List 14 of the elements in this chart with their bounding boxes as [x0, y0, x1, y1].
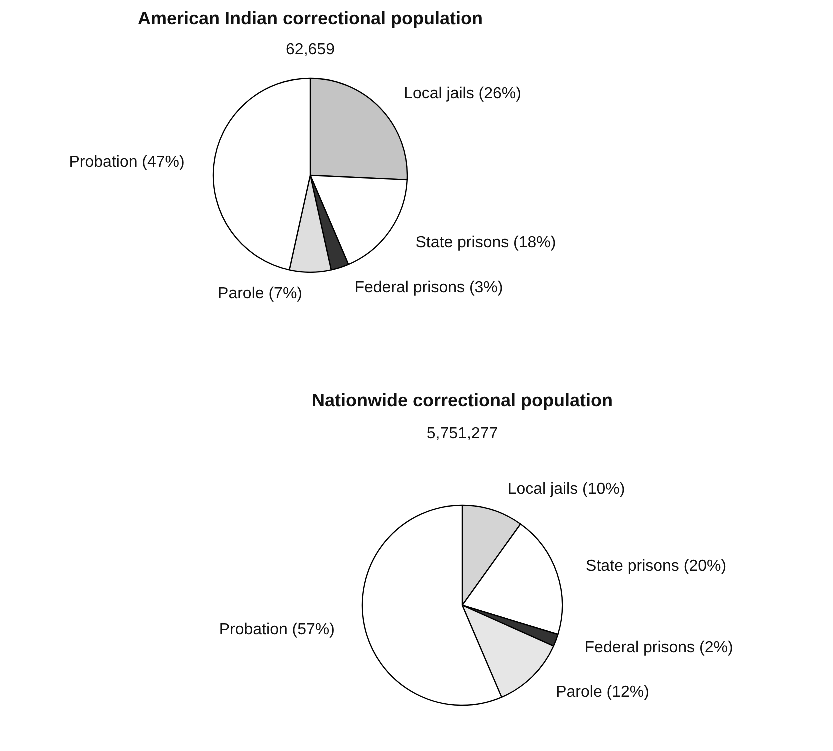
chart-title: American Indian correctional population [138, 8, 484, 28]
chart-subtitle: 62,659 [286, 42, 336, 58]
slice-label: State prisons (20%) [586, 558, 727, 575]
slice-label: Local jails (10%) [508, 480, 626, 498]
slice-label: Parole (7%) [218, 285, 303, 302]
chart-title: Nationwide correctional population [312, 390, 614, 410]
slice-label: Probation (57%) [219, 622, 335, 638]
slice-label: Federal prisons (3%) [354, 280, 504, 297]
slice-label: State prisons (18%) [416, 234, 556, 252]
slice-label: Parole (12%) [556, 684, 650, 701]
slice-label: Probation (47%) [69, 154, 185, 172]
slice-label: Federal prisons (2%) [584, 640, 734, 657]
chart-subtitle: 5,751,277 [426, 426, 498, 442]
slice-label: Local jails (26%) [404, 85, 522, 102]
